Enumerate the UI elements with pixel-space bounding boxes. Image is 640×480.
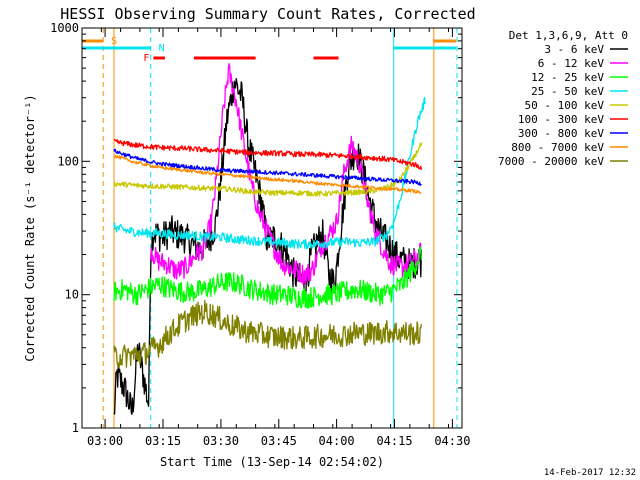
series-line-50-100-kev <box>113 142 423 197</box>
flag-n-label: N <box>159 43 165 54</box>
x-tick-label: 03:30 <box>203 434 239 448</box>
flag-f-label: F <box>143 53 149 64</box>
y-tick-label: 100 <box>57 154 79 168</box>
legend-label: 50 - 100 keV <box>525 99 605 112</box>
footer-date: 14-Feb-2017 12:32 <box>544 468 636 478</box>
x-tick-label: 04:00 <box>319 434 355 448</box>
legend-header: Det 1,3,6,9, Att 0 <box>509 29 628 42</box>
x-axis-label: Start Time (13-Sep-14 02:54:02) <box>160 455 384 469</box>
series-line-12-25-kev <box>113 246 423 309</box>
series-line-25-50-kev <box>113 96 426 250</box>
x-tick-label: 03:00 <box>87 434 123 448</box>
chart-title: HESSI Observing Summary Count Rates, Cor… <box>60 5 475 23</box>
y-tick-label: 1 <box>72 421 79 435</box>
legend-label: 12 - 25 keV <box>531 71 604 84</box>
legend-label: 3 - 6 keV <box>544 43 604 56</box>
series-line-7000-20000-kev <box>113 299 423 369</box>
legend-label: 300 - 800 keV <box>518 127 604 140</box>
x-tick-label: 04:15 <box>376 434 412 448</box>
y-axis-label: Corrected Count Rate (s⁻¹ detector⁻¹) <box>23 94 37 361</box>
plot-frame <box>81 27 463 429</box>
legend-label: 7000 - 20000 keV <box>498 155 604 168</box>
legend-label: 6 - 12 keV <box>538 57 605 70</box>
x-tick-label: 03:15 <box>145 434 181 448</box>
legend-label: 25 - 50 keV <box>531 85 604 98</box>
series-line-800-7000-kev <box>113 154 422 195</box>
series-line-100-300-kev <box>113 138 423 170</box>
y-tick-label: 1000 <box>50 21 79 35</box>
series-line-300-800-kev <box>113 148 422 187</box>
x-tick-label: 03:45 <box>261 434 297 448</box>
y-tick-label: 10 <box>65 288 79 302</box>
plot-area <box>82 28 458 428</box>
x-tick-label: 04:30 <box>434 434 470 448</box>
flag-s-label: S <box>111 36 117 47</box>
legend-label: 100 - 300 keV <box>518 113 604 126</box>
legend-label: 800 - 7000 keV <box>511 141 604 154</box>
